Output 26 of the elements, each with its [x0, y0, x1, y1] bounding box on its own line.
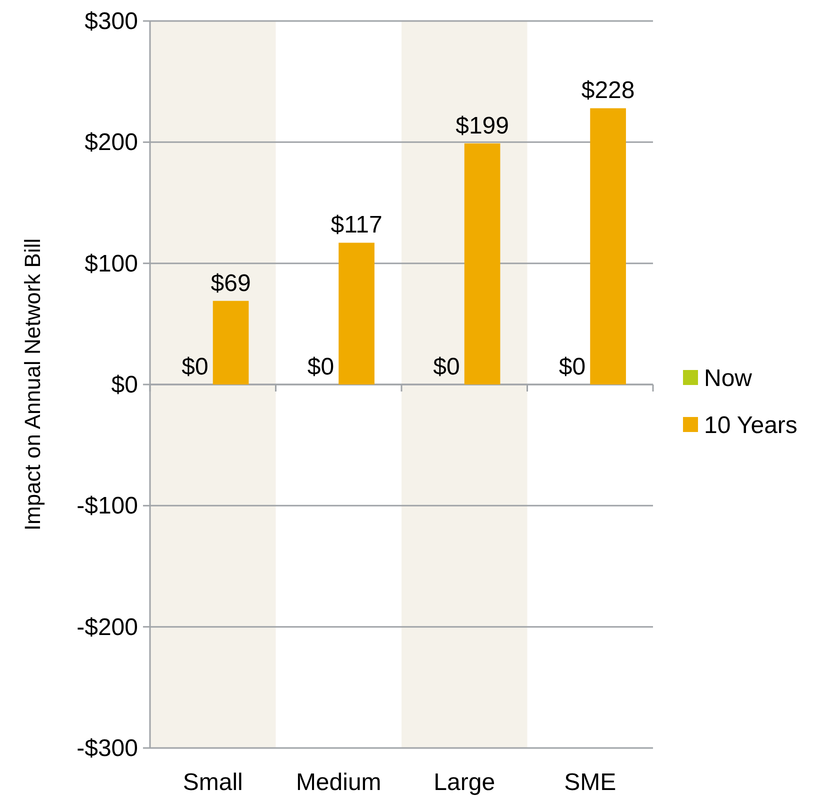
y-tick-label: -$300 [76, 735, 138, 762]
y-tick-label: -$200 [76, 614, 138, 641]
y-tick-label: $100 [84, 250, 138, 278]
data-label: $0 [433, 354, 460, 380]
bar [338, 242, 374, 384]
x-tick-label: Small [182, 769, 243, 796]
bar [590, 108, 626, 384]
data-label: $0 [558, 354, 586, 380]
data-label: $117 [330, 212, 382, 239]
data-label: $0 [307, 354, 334, 380]
data-label: $199 [456, 112, 509, 140]
y-tick-label: -$100 [76, 492, 138, 520]
y-tick-label: $0 [111, 372, 138, 398]
x-tick-label: Large [434, 769, 496, 796]
y-tick-label: $300 [84, 8, 138, 35]
y-tick-label: $200 [84, 129, 138, 156]
data-label: $69 [210, 270, 251, 297]
bar [464, 143, 500, 384]
bar [212, 300, 249, 384]
x-tick-label: SME [564, 769, 616, 796]
legend-label: 10 Years [704, 412, 798, 439]
legend-label: Now [704, 365, 753, 392]
y-axis-title: Impact on Annual Network Bill [20, 238, 45, 531]
data-label: $0 [182, 354, 208, 380]
data-label: $228 [581, 77, 635, 104]
x-tick-label: Medium [296, 769, 382, 796]
